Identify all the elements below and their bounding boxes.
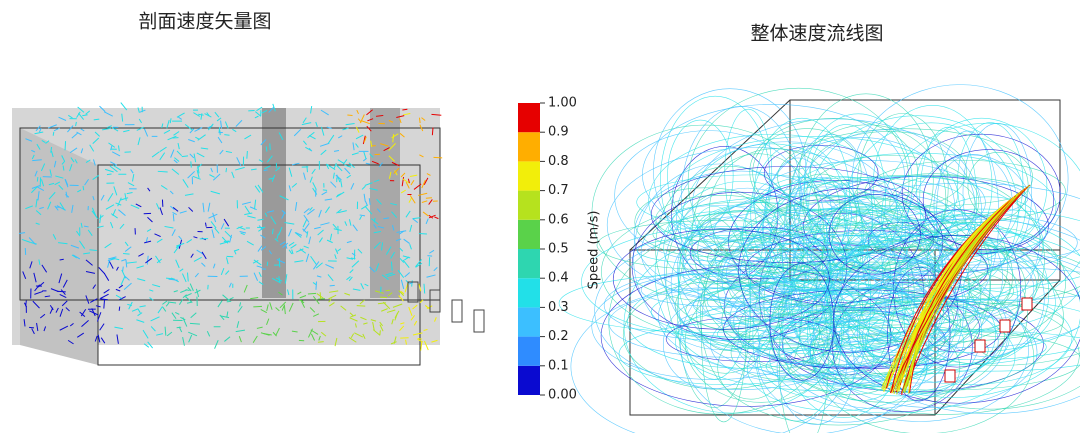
vector	[424, 284, 425, 294]
vector	[418, 339, 422, 340]
colorbar-tick-label: 0.6	[548, 212, 569, 227]
colorbar-tick-label: 0.1	[548, 358, 569, 373]
vector	[266, 146, 267, 151]
vector	[318, 342, 324, 343]
vector	[107, 174, 112, 175]
vector	[205, 223, 206, 227]
colorbar-band	[518, 366, 540, 395]
outlet	[1022, 298, 1032, 310]
outlet	[1000, 320, 1010, 332]
colorbar-band	[518, 191, 540, 220]
vector	[177, 327, 182, 328]
vector	[412, 280, 413, 286]
vector	[53, 132, 54, 136]
right-title: 整体速度流线图	[750, 23, 883, 45]
vector	[427, 256, 432, 257]
colorbar-tick-label: 0.3	[548, 300, 569, 315]
vector	[226, 168, 227, 172]
vector	[227, 301, 231, 302]
vector	[419, 233, 427, 234]
vector	[158, 171, 168, 172]
vector	[432, 128, 433, 136]
vector	[37, 177, 38, 181]
colorbar-band	[518, 161, 540, 190]
vector	[57, 291, 66, 292]
outlet	[945, 370, 955, 382]
outlet	[975, 340, 985, 352]
colorbar-band	[518, 249, 540, 278]
colorbar-band	[518, 132, 540, 161]
streamline-view	[559, 85, 1080, 433]
vector	[224, 135, 229, 136]
vector	[351, 258, 356, 259]
section-view	[12, 103, 484, 365]
streamline	[571, 288, 847, 433]
colorbar-band	[518, 307, 540, 336]
vector	[426, 198, 432, 199]
left-title: 剖面速度矢量图	[138, 11, 271, 33]
vector	[119, 307, 120, 311]
vector	[247, 151, 248, 159]
vector	[316, 281, 317, 289]
vector	[173, 214, 174, 221]
vector	[123, 253, 129, 254]
colorbar-band	[518, 337, 540, 366]
colorbar-tick-label: 1.00	[548, 96, 577, 111]
vector	[380, 330, 381, 335]
vector	[123, 267, 124, 272]
colorbar-tick-label: 0.00	[548, 388, 577, 403]
colorbar: Speed (m/s) 1.00 0.9 0.8 0.7 0.6 0.5 0.4 0.3 0.2…	[518, 96, 602, 403]
colorbar-tick-label: 0.9	[548, 125, 569, 140]
colorbar-tick-label: 0.4	[548, 271, 569, 286]
vector	[83, 186, 84, 190]
colorbar-band	[518, 103, 540, 132]
colorbar-tick-label: 0.5	[548, 242, 569, 257]
colorbar-band	[518, 278, 540, 307]
colorbar-label: Speed (m/s)	[587, 211, 602, 290]
vector	[279, 258, 280, 267]
colorbar-tick-label: 0.8	[548, 154, 569, 169]
colorbar-tick-label: 0.7	[548, 183, 569, 198]
colorbar-band	[518, 220, 540, 249]
vector	[308, 293, 316, 294]
vector	[267, 262, 268, 266]
vector	[419, 118, 420, 123]
pillar	[370, 108, 400, 298]
streamlines	[559, 85, 1080, 433]
colorbar-tick-label: 0.2	[548, 329, 569, 344]
